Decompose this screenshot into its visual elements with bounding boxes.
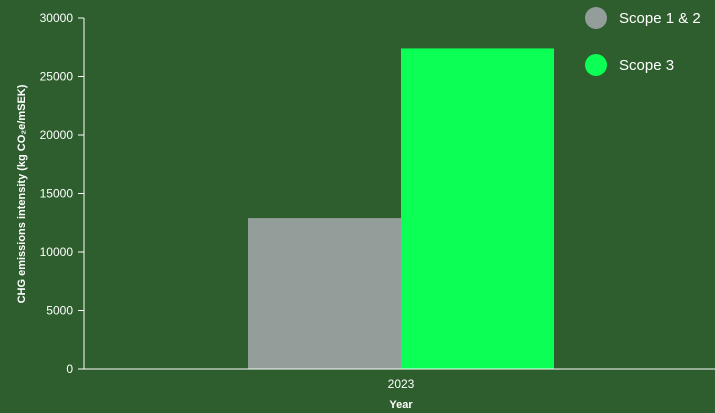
x-axis: 2023	[84, 368, 715, 391]
bars-group	[248, 48, 554, 370]
bar-scope-3	[401, 48, 554, 370]
y-tick-label: 20000	[40, 128, 74, 142]
x-axis-title: Year	[389, 399, 413, 411]
y-tick-label: 30000	[40, 11, 74, 25]
y-axis: 0 5000 10000 15000 20000 25000 30000	[40, 11, 85, 376]
legend-label: Scope 3	[619, 57, 674, 74]
x-tick-label: 2023	[388, 377, 415, 391]
legend-label: Scope 1 & 2	[619, 10, 701, 27]
y-tick-label: 5000	[46, 304, 73, 318]
y-tick-label: 0	[66, 362, 73, 376]
y-tick-label: 10000	[40, 245, 74, 259]
y-axis-title: CHG emissions intensity (kg CO₂e/mSEK)	[16, 84, 28, 303]
legend: Scope 1 & 2 Scope 3	[585, 7, 701, 76]
legend-marker	[585, 54, 607, 76]
legend-marker	[585, 7, 607, 29]
y-tick-label: 15000	[40, 187, 74, 201]
y-tick-label: 25000	[40, 70, 74, 84]
bar-scope-1-2	[248, 218, 401, 369]
